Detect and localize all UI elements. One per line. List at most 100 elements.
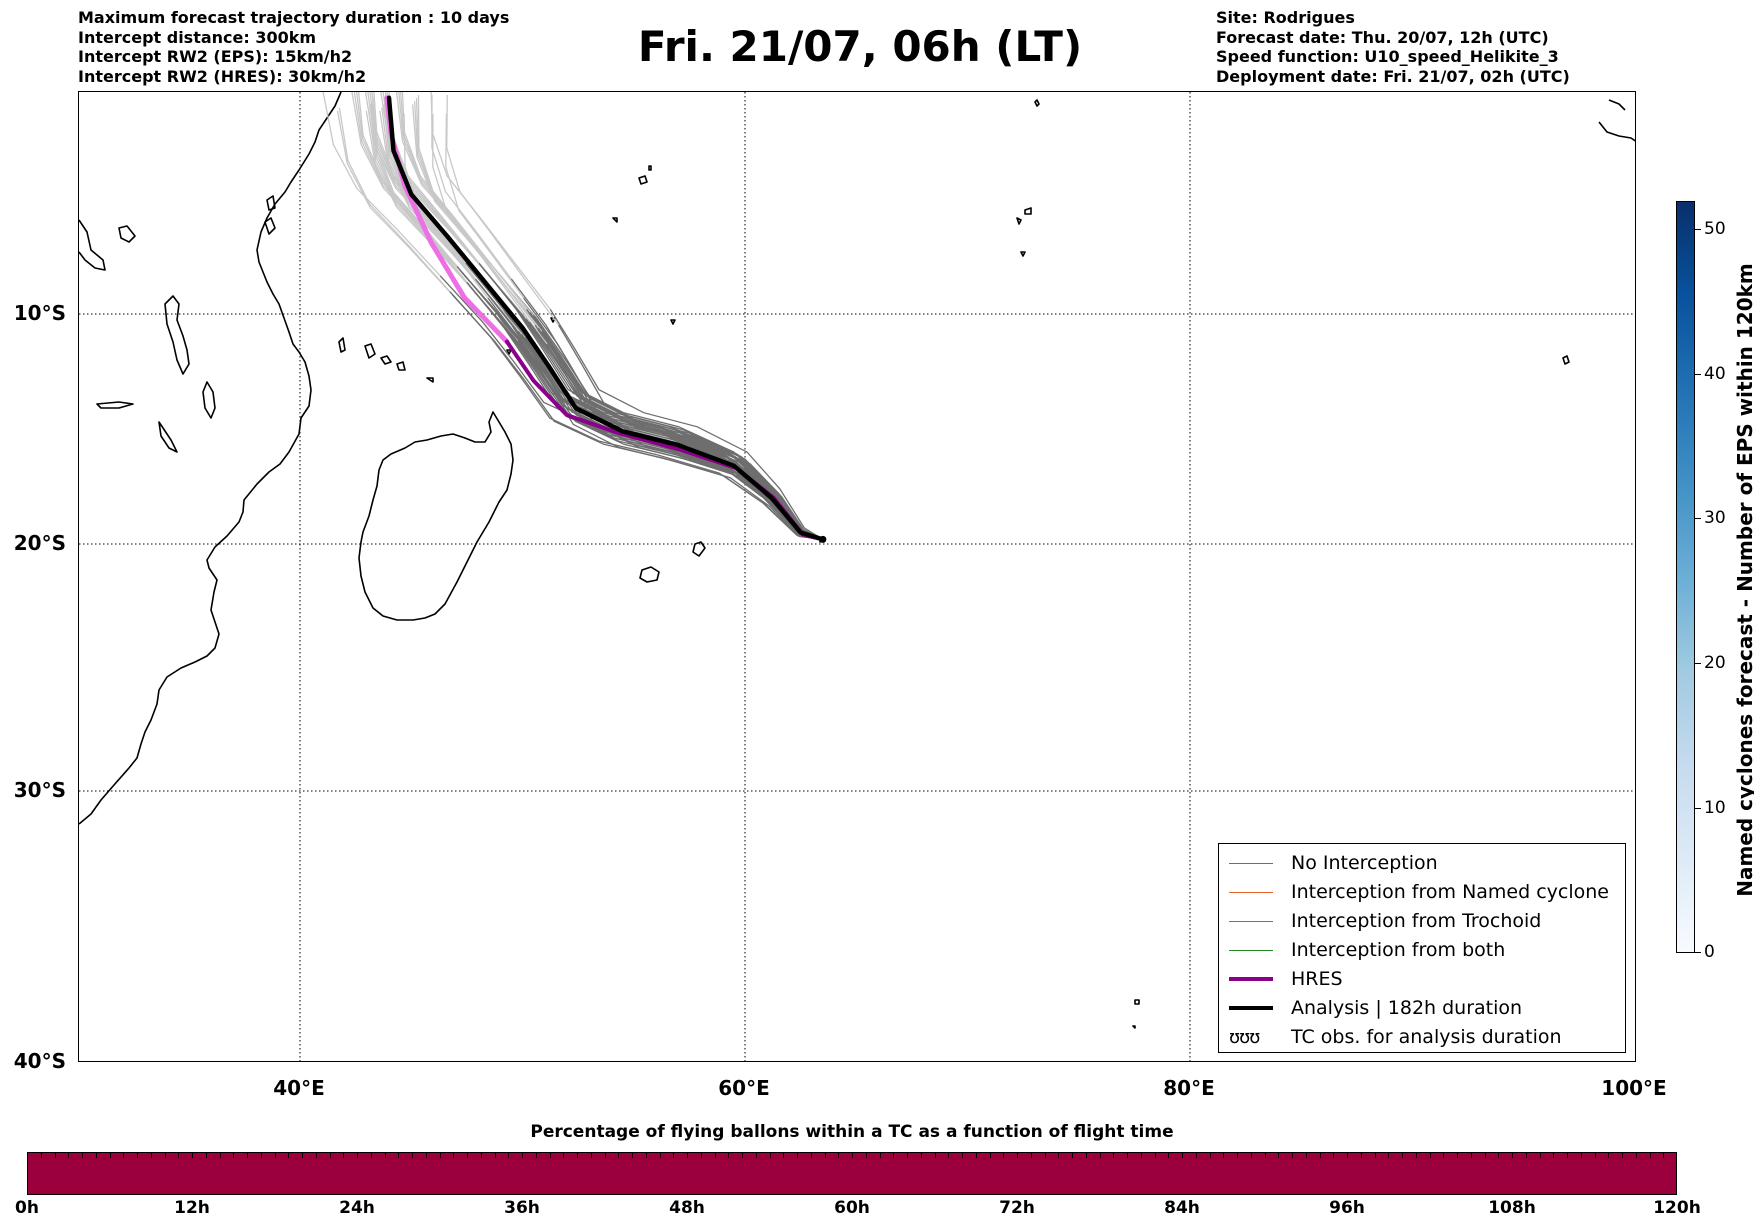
- max-duration-text: Maximum forecast trajectory duration : 1…: [78, 8, 510, 27]
- lake-kivu-coastline: [118, 225, 136, 243]
- flight-time-minor-tick: [618, 1152, 620, 1158]
- flight-time-minor-tick: [1250, 1152, 1252, 1158]
- flight-time-minor-tick: [1388, 1152, 1390, 1158]
- flight-time-minor-tick: [233, 1152, 235, 1158]
- eps-member-track-late: [403, 113, 489, 299]
- flight-time-minor-tick: [1333, 1152, 1335, 1158]
- trajectory-map[interactable]: [78, 91, 1636, 1062]
- flight-time-minor-tick: [590, 1152, 592, 1158]
- cbar-tick-label-30: 30: [1704, 508, 1726, 528]
- flight-time-minor-tick: [810, 1152, 812, 1158]
- flight-time-minor-tick: [425, 1152, 427, 1158]
- flight-time-minor-tick: [329, 1152, 331, 1158]
- flight-time-minor-tick: [1140, 1152, 1142, 1158]
- legend-label: No Interception: [1291, 852, 1438, 874]
- lat-label-10s: 10°S: [13, 301, 66, 325]
- flight-time-minor-tick: [1498, 1152, 1500, 1158]
- legend-label: Interception from both: [1291, 939, 1506, 961]
- flight-time-minor-tick: [728, 1152, 730, 1158]
- outer-islands-coastline: [426, 317, 676, 383]
- flight-time-minor-tick: [357, 1152, 358, 1158]
- lake-victoria-coastline: [79, 219, 106, 271]
- flight-time-minor-tick: [1085, 1152, 1087, 1158]
- lon-label-40e: 40°E: [273, 1076, 325, 1100]
- flight-time-minor-tick: [1608, 1152, 1610, 1158]
- cbar-tick-label-50: 50: [1704, 219, 1726, 239]
- eps-member-track-late: [322, 92, 441, 277]
- flight-time-minor-tick: [137, 1152, 138, 1158]
- flight-time-minor-tick: [604, 1152, 606, 1158]
- legend-item-trochoid: Interception from Trochoid: [1229, 910, 1541, 932]
- reunion-coastline: [639, 566, 660, 583]
- legend-item-both: Interception from both: [1229, 939, 1505, 961]
- cbar-tick-mark: [1695, 952, 1701, 953]
- flight-time-tick-24h: 24h: [339, 1198, 375, 1218]
- tc-obs-symbol-icon: ʊʊʊ: [1229, 1026, 1260, 1048]
- eps-member-track-late: [373, 98, 468, 283]
- coastlines: [79, 92, 1635, 1029]
- flight-time-tick-120h: 120h: [1653, 1198, 1701, 1218]
- lon-label-80e: 80°E: [1163, 1076, 1215, 1100]
- speed-function-text: Speed function: U10_speed_Helikite_3: [1216, 47, 1559, 66]
- flight-time-minor-tick: [673, 1152, 675, 1158]
- lake-kariba-coastline: [158, 421, 178, 453]
- flight-time-tick-96h: 96h: [1329, 1198, 1365, 1218]
- flight-time-minor-tick: [1195, 1152, 1197, 1158]
- flight-time-minor-tick: [1237, 1152, 1238, 1158]
- africa-coastline: [79, 92, 342, 825]
- flight-time-minor-tick: [178, 1152, 180, 1158]
- zanzibar-coastline: [264, 217, 276, 235]
- flight-time-minor-tick: [1374, 1152, 1376, 1158]
- legend-item-analysis: Analysis | 182h duration: [1229, 997, 1522, 1019]
- lat-label-30s: 30°S: [13, 778, 66, 802]
- cbar-tick-mark: [1695, 663, 1701, 664]
- flight-time-minor-tick: [700, 1152, 702, 1158]
- flight-time-minor-tick: [1525, 1152, 1527, 1158]
- flight-time-minor-tick: [54, 1152, 56, 1158]
- flight-time-minor-tick: [412, 1152, 413, 1158]
- flight-time-minor-tick: [1622, 1152, 1623, 1158]
- legend-swatch: [1229, 1006, 1273, 1010]
- legend-item-hres: HRES: [1229, 968, 1343, 990]
- flight-time-minor-tick: [838, 1152, 840, 1158]
- eps-member-track: [528, 321, 824, 540]
- flight-time-minor-tick: [824, 1152, 826, 1158]
- flight-time-minor-tick: [1305, 1152, 1307, 1158]
- map-canvas: [79, 92, 1635, 1061]
- flight-time-minor-tick: [645, 1152, 647, 1158]
- flight-time-minor-tick: [219, 1152, 221, 1158]
- cbar-tick-mark: [1695, 808, 1701, 809]
- flight-time-minor-tick: [769, 1152, 771, 1158]
- eps-member-track-late: [432, 113, 548, 345]
- legend-swatch: [1229, 920, 1273, 922]
- eps-member-track: [549, 308, 824, 540]
- flight-time-colorbar: [27, 1152, 1677, 1195]
- flight-time-minor-tick: [1360, 1152, 1362, 1158]
- seychelles-coastline: [612, 165, 652, 223]
- eps-member-track: [525, 318, 824, 540]
- maldives-coastline: [1034, 99, 1040, 107]
- cbar-tick-mark: [1695, 229, 1701, 230]
- flight-time-minor-tick: [1264, 1152, 1266, 1158]
- legend-swatch: [1229, 977, 1273, 981]
- flight-time-minor-tick: [975, 1152, 977, 1158]
- flight-time-minor-tick: [315, 1152, 317, 1158]
- flight-time-minor-tick: [783, 1152, 785, 1158]
- flight-time-minor-tick: [522, 1152, 523, 1158]
- flight-time-minor-tick: [1415, 1152, 1417, 1158]
- flight-time-minor-tick: [1402, 1152, 1403, 1158]
- flight-time-minor-tick: [1649, 1152, 1651, 1158]
- flight-time-minor-tick: [797, 1152, 798, 1158]
- flight-time-minor-tick: [1539, 1152, 1541, 1158]
- flight-time-minor-tick: [247, 1152, 248, 1158]
- chagos-coastline: [1016, 207, 1032, 257]
- flight-time-minor-tick: [1663, 1152, 1665, 1158]
- flight-time-minor-tick: [480, 1152, 482, 1158]
- flight-time-minor-tick: [1512, 1152, 1513, 1158]
- flight-time-minor-tick: [563, 1152, 565, 1158]
- eps-member-track-late: [445, 113, 525, 299]
- cbar-tick-label-20: 20: [1704, 653, 1726, 673]
- flight-time-tick-48h: 48h: [669, 1198, 705, 1218]
- flight-time-minor-tick: [274, 1152, 276, 1158]
- graticule: [79, 92, 1635, 1061]
